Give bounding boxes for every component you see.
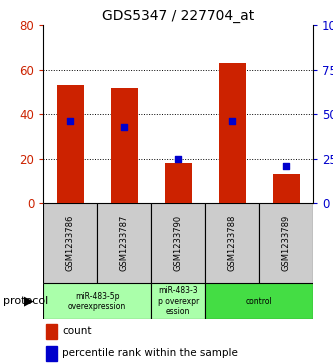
Text: count: count	[62, 326, 92, 336]
Point	[175, 156, 181, 162]
Text: GSM1233788: GSM1233788	[227, 215, 237, 272]
Text: miR-483-3
p overexpr
ession: miR-483-3 p overexpr ession	[158, 286, 199, 316]
Text: GSM1233789: GSM1233789	[281, 215, 291, 271]
Point	[122, 124, 127, 130]
Bar	[151, 283, 205, 319]
Text: GSM1233786: GSM1233786	[66, 215, 75, 272]
Title: GDS5347 / 227704_at: GDS5347 / 227704_at	[102, 9, 254, 23]
Bar	[205, 203, 259, 283]
Bar	[97, 203, 151, 283]
Bar	[259, 203, 313, 283]
Bar	[219, 63, 246, 203]
Bar	[273, 174, 300, 203]
Bar	[43, 203, 97, 283]
Text: ▶: ▶	[24, 295, 33, 308]
Point	[229, 119, 235, 125]
Text: percentile rank within the sample: percentile rank within the sample	[62, 348, 238, 358]
Point	[68, 119, 73, 125]
Point	[283, 163, 289, 169]
Bar	[43, 283, 151, 319]
Text: protocol: protocol	[3, 296, 49, 306]
Bar	[165, 163, 192, 203]
Text: GSM1233790: GSM1233790	[173, 215, 183, 271]
Bar	[57, 85, 84, 203]
Bar	[151, 203, 205, 283]
Bar	[111, 87, 138, 203]
Text: control: control	[246, 297, 272, 306]
Text: GSM1233787: GSM1233787	[120, 215, 129, 272]
Bar	[46, 324, 57, 339]
Bar	[205, 283, 313, 319]
Bar	[46, 346, 57, 361]
Text: miR-483-5p
overexpression: miR-483-5p overexpression	[68, 291, 126, 311]
